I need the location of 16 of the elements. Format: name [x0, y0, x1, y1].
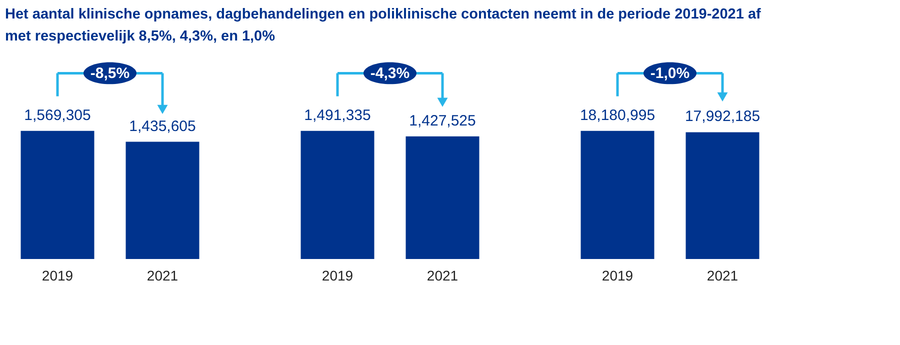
data-label: 1,435,605 — [129, 118, 196, 135]
x-tick-label: 2021 — [146, 268, 178, 284]
text: -8,5% — [90, 65, 130, 82]
text: Het aantal klinische opnames, dagbehandelingen en poliklinische contacten neemt in de periode 2019-2021 af met respectievelijk 8,5%, 4,3%, en 1,0% — [5, 6, 762, 44]
text: -1,0% — [650, 65, 690, 82]
text: -4,3% — [370, 65, 410, 82]
data-label: 18,180,995 — [580, 106, 656, 124]
data-label: 1,491,335 — [304, 106, 371, 124]
data-label: 1,427,525 — [409, 112, 476, 130]
data-label: 1,569,305 — [24, 106, 91, 124]
x-tick-label: 2019 — [322, 268, 354, 284]
x-tick-label: 2021 — [706, 268, 738, 284]
data-label: 17,992,185 — [684, 108, 760, 126]
x-tick-label: 2021 — [426, 268, 458, 284]
x-tick-label: 2019 — [602, 268, 634, 284]
x-tick-label: 2019 — [42, 268, 74, 284]
